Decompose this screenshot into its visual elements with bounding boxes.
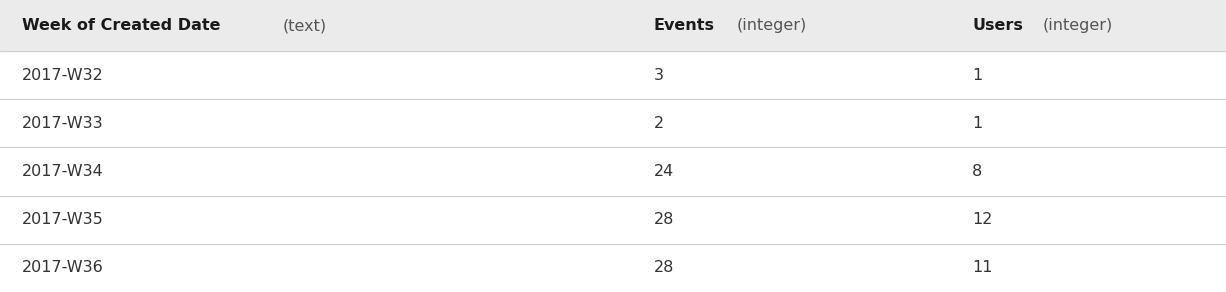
Bar xyxy=(0,99,1226,147)
Bar xyxy=(0,244,1226,292)
Bar xyxy=(0,147,1226,196)
Text: 2017-W32: 2017-W32 xyxy=(22,68,104,83)
Text: 3: 3 xyxy=(653,68,663,83)
Text: 8: 8 xyxy=(972,164,982,179)
Text: 12: 12 xyxy=(972,212,993,227)
Text: 11: 11 xyxy=(972,260,993,275)
Text: 28: 28 xyxy=(653,260,674,275)
Text: 2017-W35: 2017-W35 xyxy=(22,212,104,227)
Bar xyxy=(0,51,1226,99)
Text: 2: 2 xyxy=(653,116,663,131)
Text: 2017-W34: 2017-W34 xyxy=(22,164,104,179)
Text: 1: 1 xyxy=(972,116,982,131)
Text: 2017-W33: 2017-W33 xyxy=(22,116,104,131)
Bar xyxy=(0,196,1226,244)
Text: Events: Events xyxy=(653,18,715,33)
Text: Week of Created Date: Week of Created Date xyxy=(22,18,221,33)
Text: Users: Users xyxy=(972,18,1022,33)
Text: (integer): (integer) xyxy=(1043,18,1113,33)
Text: 28: 28 xyxy=(653,212,674,227)
Text: 2017-W36: 2017-W36 xyxy=(22,260,104,275)
Text: (text): (text) xyxy=(283,18,327,33)
Bar xyxy=(0,0,1226,51)
Text: 1: 1 xyxy=(972,68,982,83)
Text: 24: 24 xyxy=(653,164,674,179)
Text: (integer): (integer) xyxy=(737,18,808,33)
